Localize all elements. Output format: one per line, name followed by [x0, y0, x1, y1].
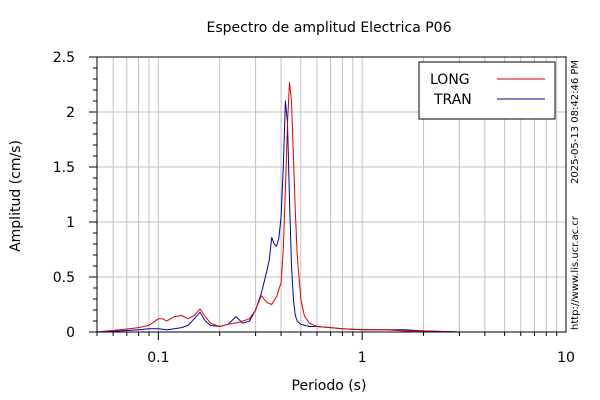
timestamp: 2025-05-13 08:42:46 PM	[570, 60, 581, 184]
legend-label-long: LONG	[430, 72, 470, 88]
y-tick-label: 2	[66, 105, 75, 121]
y-tick-label: 2.5	[53, 50, 75, 66]
x-tick-label: 0.1	[147, 350, 169, 366]
x-tick-label: 1	[358, 350, 367, 366]
x-tick-label: 10	[557, 350, 575, 366]
series-lines	[96, 81, 566, 333]
series-line-long	[96, 81, 566, 333]
y-tick-label: 0.5	[53, 270, 75, 286]
y-tick-label: 1	[66, 215, 75, 231]
y-tick-label: 1.5	[53, 160, 75, 176]
axis-ticks: 0 0.5 1 1.5 2 2.5 0.1 1 10	[53, 50, 575, 366]
chart-title: Espectro de amplitud Electrica P06	[207, 20, 452, 36]
source-url: http://www.lis.ucr.ac.cr	[570, 215, 581, 330]
legend: LONG TRAN	[418, 61, 556, 120]
legend-box	[418, 61, 556, 120]
y-tick-label: 0	[66, 325, 75, 341]
y-axis-label: Amplitud (cm/s)	[8, 140, 24, 252]
legend-label-tran: TRAN	[433, 92, 472, 108]
series-line-tran	[96, 100, 566, 333]
plot-frame	[96, 56, 567, 333]
x-axis-label: Periodo (s)	[292, 378, 367, 394]
